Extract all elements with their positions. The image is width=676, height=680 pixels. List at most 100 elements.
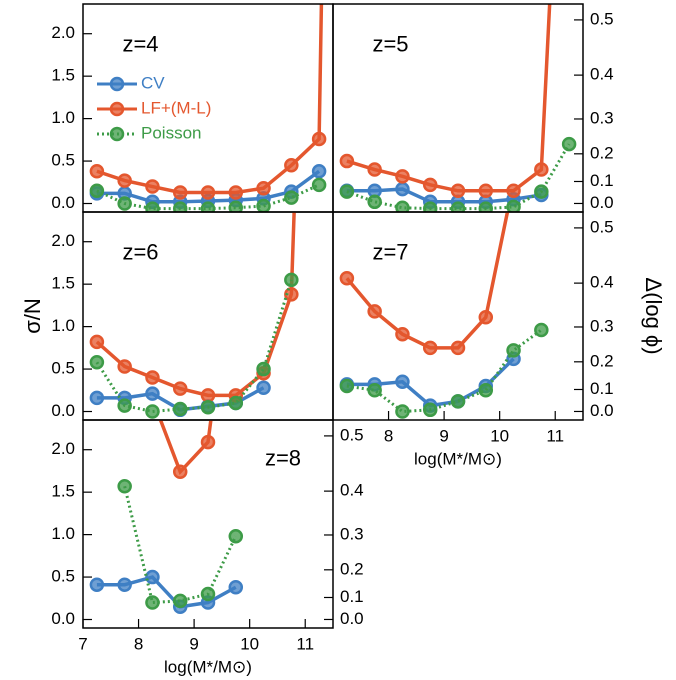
data-point: [145, 179, 160, 194]
y2-tick-label: 0.0: [340, 609, 364, 628]
y-tick-label: 0.0: [51, 193, 75, 212]
data-point: [367, 304, 382, 319]
data-point: [117, 173, 132, 188]
panel-frame: [332, 211, 584, 421]
panel-title: z=5: [372, 31, 408, 56]
y2-tick-label: 0.4: [590, 65, 614, 84]
data-point: [422, 201, 438, 212]
data-point: [172, 185, 188, 200]
panel-title: z=4: [122, 31, 158, 56]
data-point: [117, 577, 132, 592]
y-tick-label: 0.5: [51, 567, 75, 586]
plot-area: [339, 212, 549, 419]
panel-frame: [82, 419, 334, 629]
data-point: [311, 163, 327, 179]
y2-tick-label: 0.3: [590, 316, 614, 335]
y-tick-label: 2.0: [51, 231, 75, 250]
data-point: [450, 340, 466, 356]
data-point: [395, 181, 410, 197]
data-point: [534, 162, 549, 177]
data-point: [367, 162, 382, 177]
panel: 0.0 0.1 0.2 0.3 0.4 0.5 8 9 10 11 z=7 Δ(log ϕ) log(M…: [332, 211, 666, 468]
data-point: [145, 201, 160, 212]
data-point: [395, 200, 410, 212]
data-point: [200, 400, 216, 415]
data-point: [89, 334, 105, 350]
data-point: [117, 359, 132, 374]
data-point: [506, 199, 521, 212]
y-tick-label: 0.0: [51, 609, 75, 628]
plot-area: [89, 212, 299, 419]
data-point: [534, 322, 549, 338]
data-point: [200, 201, 216, 212]
panel-title: z=8: [265, 445, 301, 470]
y-tick-label: 0.5: [51, 151, 75, 170]
y2-tick-label: 0.1: [590, 171, 614, 190]
x-tick-label: 8: [384, 426, 393, 445]
data-point: [117, 196, 132, 211]
y-tick-label: 1.5: [51, 482, 75, 501]
y2-tick-label: 0.4: [590, 273, 614, 292]
data-point: [284, 158, 299, 173]
data-point: [367, 383, 382, 398]
panel-title: z=7: [372, 239, 408, 264]
x-tick-label: 7: [78, 634, 87, 653]
data-point: [145, 595, 160, 610]
y-tick-label: 1.5: [51, 274, 75, 293]
data-point: [422, 177, 438, 193]
legend-marker: [109, 76, 125, 92]
data-point: [506, 343, 521, 358]
series-line: [346, 328, 543, 414]
x-tick-label: 9: [189, 634, 198, 653]
x-tick-label: 10: [240, 634, 259, 653]
legend-label: CV: [141, 73, 165, 92]
y2-axis-label: Δ(log ϕ): [641, 277, 666, 354]
data-point: [256, 380, 271, 395]
data-point: [228, 185, 244, 200]
y2-tick-label: 0.5: [590, 217, 614, 236]
data-point: [478, 383, 494, 398]
y-tick-label: 0.0: [51, 401, 75, 420]
data-point: [395, 327, 410, 342]
data-point: [89, 577, 105, 592]
x-tick-label: 8: [134, 634, 143, 653]
panel: 0.0 0.1 0.2 0.3 0.4 0.5 z=5: [332, 3, 614, 213]
y-tick-label: 1.0: [51, 524, 75, 543]
y-tick-label: 1.0: [51, 108, 75, 127]
data-point: [228, 579, 244, 595]
legend-label: LF+(M-L): [141, 98, 211, 117]
y-tick-label: 1.5: [51, 66, 75, 85]
data-point: [339, 270, 355, 286]
y2-tick-label: 0.1: [340, 587, 364, 606]
plot-area: [89, 223, 244, 615]
y2-tick-label: 0.2: [590, 351, 614, 370]
y2-tick-label: 0.0: [590, 401, 614, 420]
data-point: [506, 183, 521, 199]
legend-marker: [109, 126, 125, 142]
series-line: [123, 485, 238, 605]
data-point: [172, 464, 188, 480]
data-point: [478, 310, 494, 325]
data-point: [200, 185, 216, 200]
data-point: [145, 569, 160, 585]
data-point: [228, 200, 244, 212]
panel-title: z=6: [122, 239, 158, 264]
data-point: [200, 434, 216, 450]
data-point: [172, 401, 188, 417]
data-point: [284, 190, 299, 205]
panel: 0.0 0.5 1.0 1.5 2.0 z=4 CV LF+(M-L) Poisson: [51, 3, 334, 213]
data-point: [230, 223, 242, 235]
data-point: [145, 404, 160, 419]
x-tick-label: 9: [439, 426, 448, 445]
data-point: [117, 478, 132, 494]
y2-tick-label: 0.1: [590, 379, 614, 398]
y-tick-label: 2.0: [51, 439, 75, 458]
y2-tick-label: 0.3: [590, 108, 614, 127]
y-tick-label: 1.0: [51, 316, 75, 335]
data-point: [172, 593, 188, 609]
series-line: [158, 420, 213, 476]
data-point: [422, 402, 438, 418]
y2-tick-label: 0.0: [590, 193, 614, 212]
data-point: [89, 163, 105, 179]
legend-label: Poisson: [141, 123, 201, 142]
